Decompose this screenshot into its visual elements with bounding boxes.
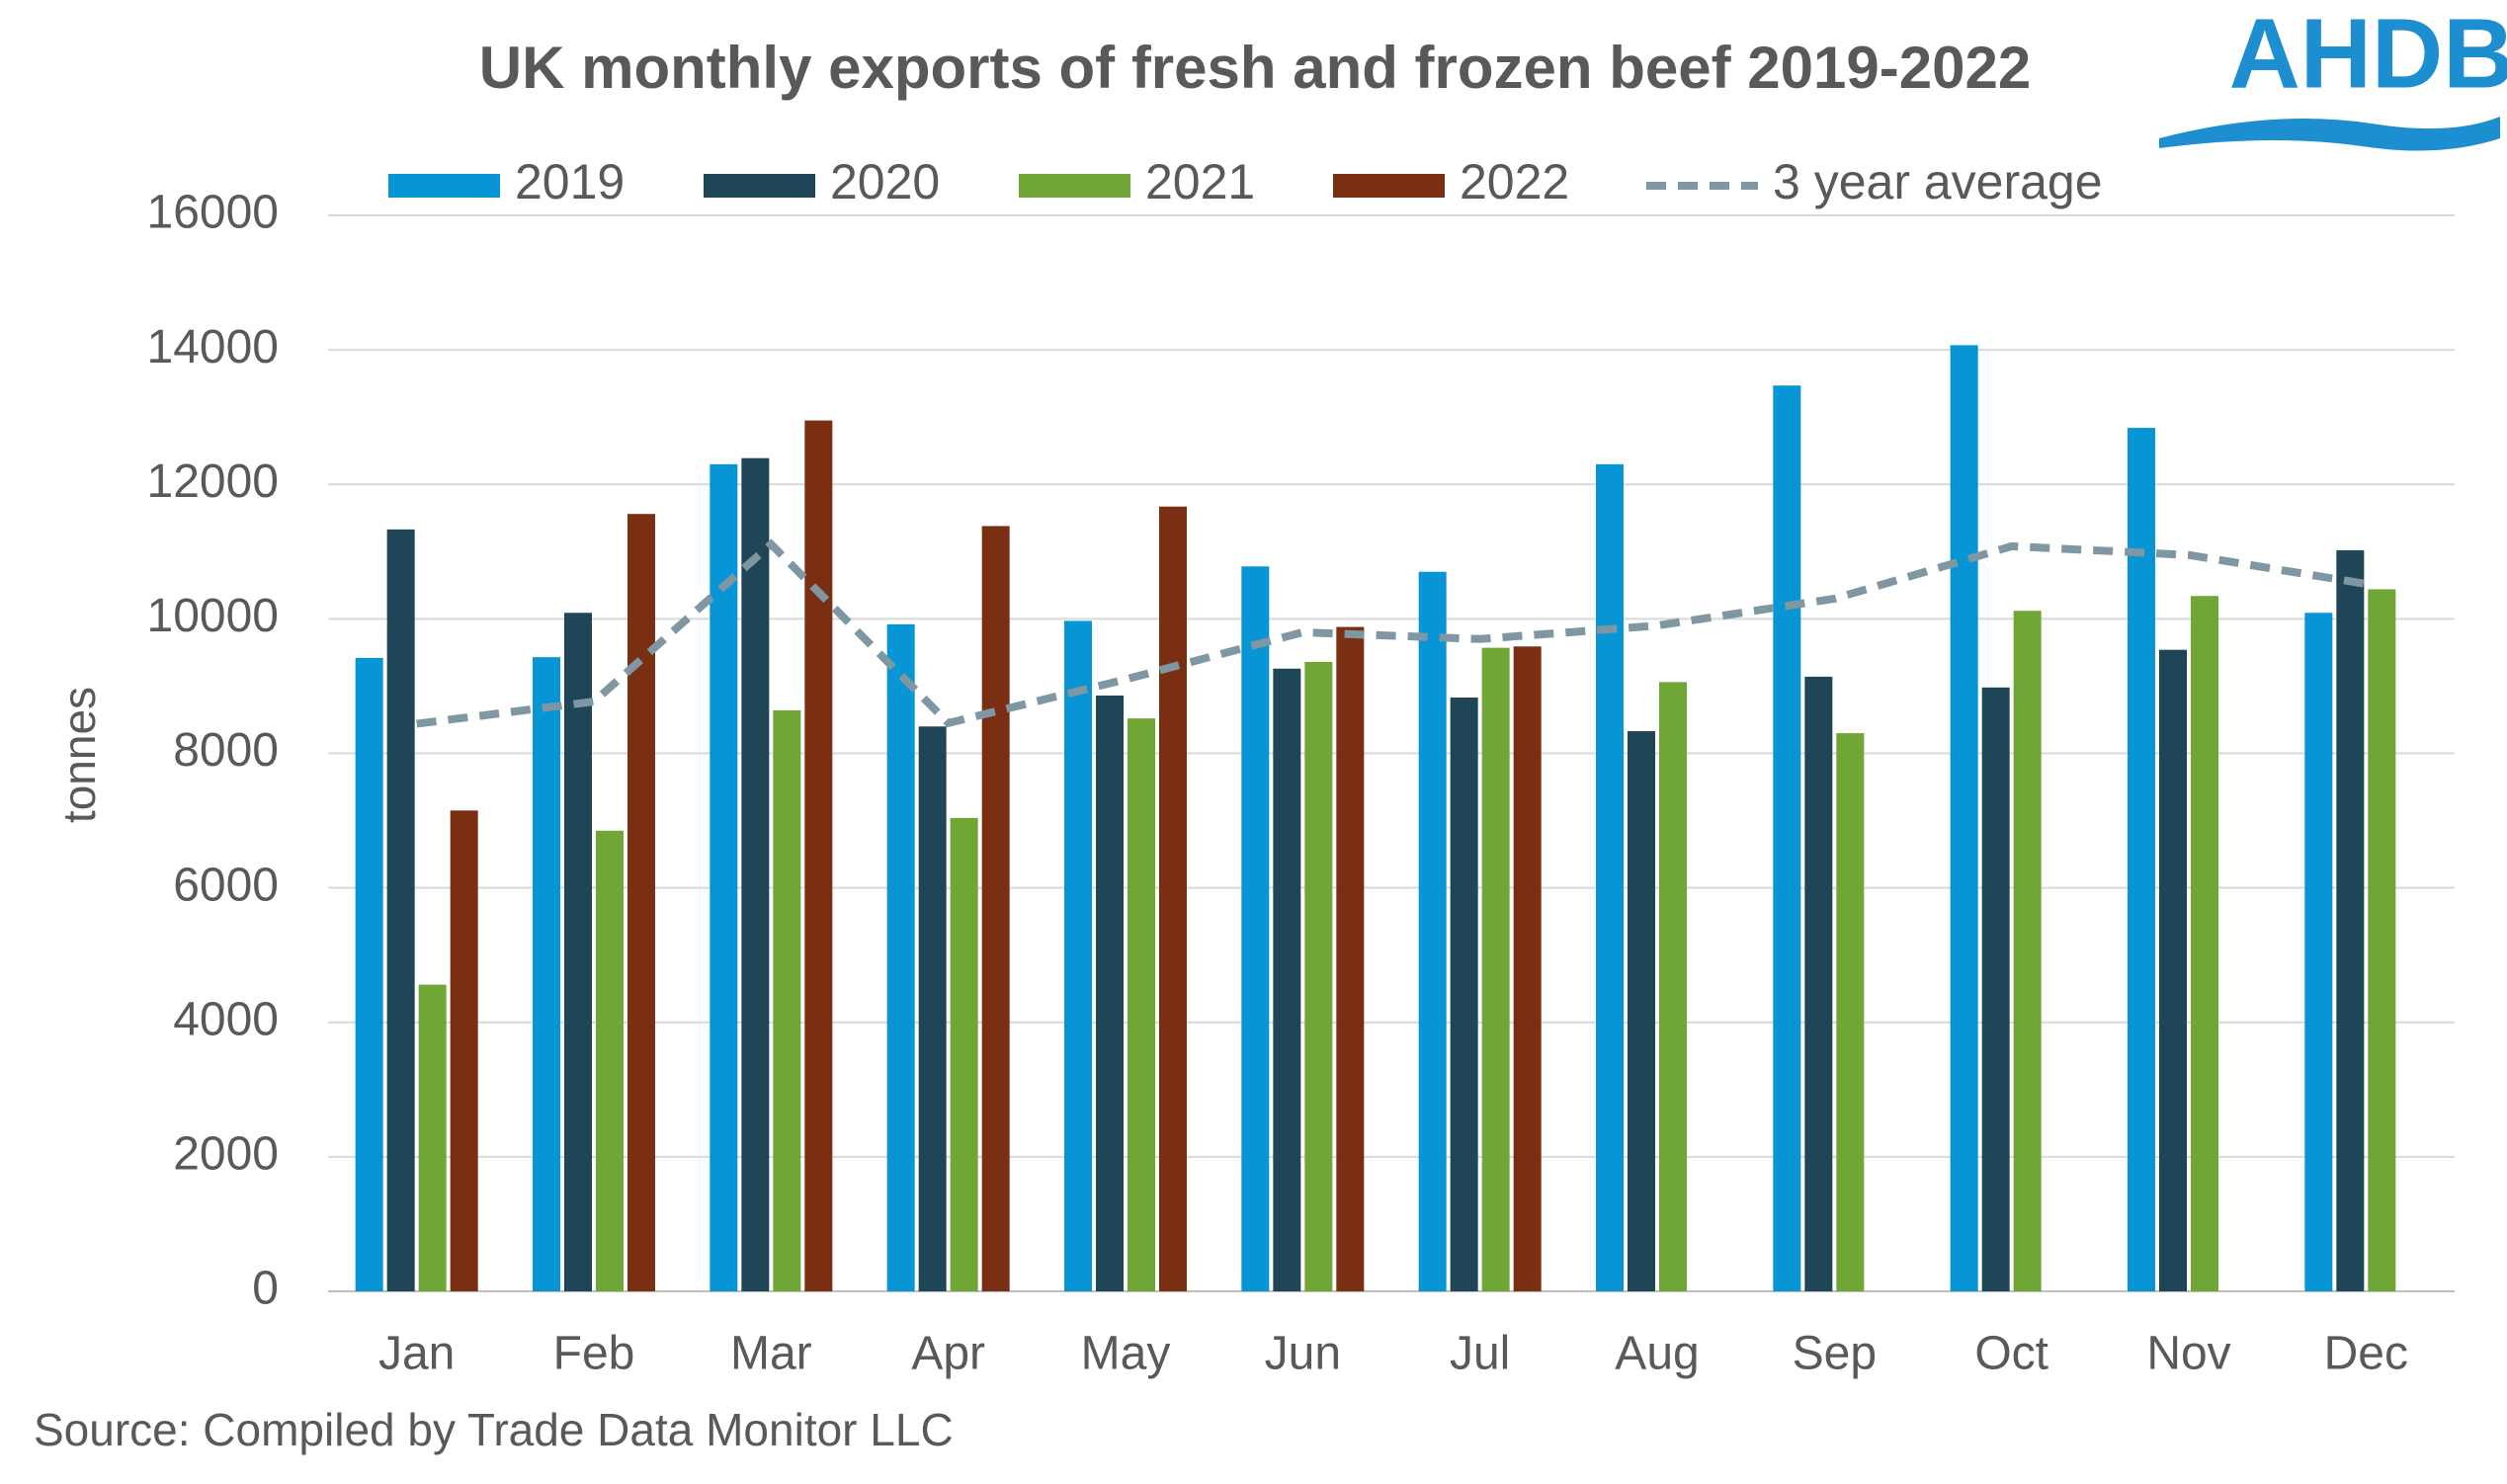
x-tick-label: Jan: [378, 1328, 455, 1380]
legend-label: 3 year average: [1773, 154, 2103, 209]
y-tick-label: 0: [252, 1263, 279, 1315]
bar: [741, 457, 770, 1291]
bar: [918, 726, 947, 1291]
bar: [981, 526, 1010, 1291]
y-tick-label: 6000: [173, 859, 279, 911]
bar: [2191, 596, 2218, 1291]
bar: [1773, 385, 1801, 1291]
y-tick-label: 12000: [147, 455, 279, 508]
x-tick-label: May: [1081, 1328, 1171, 1380]
y-tick-label: 10000: [147, 590, 279, 642]
bar: [773, 709, 801, 1291]
bar: [1596, 463, 1624, 1291]
bar: [418, 984, 447, 1291]
x-tick-label: Aug: [1615, 1328, 1699, 1380]
bar: [1241, 566, 1270, 1291]
bar: [1981, 687, 2010, 1291]
y-tick-label: 4000: [173, 993, 279, 1045]
bar: [2304, 613, 2333, 1291]
x-tick-label: Dec: [2324, 1328, 2408, 1380]
bar: [2336, 549, 2365, 1291]
bar: [1336, 626, 1365, 1291]
bar: [2159, 649, 2187, 1291]
legend-label: 2020: [830, 154, 940, 209]
bar: [1450, 698, 1478, 1291]
x-tick-label: Jul: [1450, 1328, 1510, 1380]
bar: [2013, 611, 2042, 1291]
bar: [2368, 589, 2396, 1291]
bar: [596, 830, 624, 1291]
bar: [1628, 731, 1655, 1291]
bar: [1064, 620, 1092, 1291]
bar: [1273, 668, 1301, 1291]
bar: [2128, 428, 2155, 1291]
logo: AHDB: [2159, 0, 2507, 151]
y-tick-label: 8000: [173, 724, 279, 777]
x-tick-label: Mar: [730, 1328, 812, 1380]
bar: [886, 623, 915, 1291]
bar: [710, 463, 738, 1291]
y-tick-label: 16000: [147, 187, 279, 239]
bar: [1836, 733, 1865, 1291]
bar: [1304, 661, 1333, 1291]
y-tick-label: 14000: [147, 321, 279, 373]
bar: [1950, 345, 1978, 1292]
bar: [450, 810, 478, 1291]
average-line: [416, 538, 2367, 728]
bar: [804, 420, 833, 1291]
chart-title: UK monthly exports of fresh and frozen b…: [479, 35, 2031, 101]
x-tick-label: Oct: [1974, 1328, 2048, 1380]
bar: [564, 613, 592, 1291]
bar: [1659, 682, 1687, 1291]
legend-label: 2022: [1460, 154, 1569, 209]
bar: [355, 657, 383, 1291]
legend-swatch: [388, 174, 500, 198]
bar: [627, 514, 655, 1291]
x-tick-label: Feb: [553, 1328, 635, 1380]
y-axis-label: tonnes: [53, 687, 105, 823]
bar: [1159, 506, 1187, 1291]
bar: [1513, 646, 1542, 1291]
bar: [533, 657, 560, 1291]
bar: [386, 529, 415, 1291]
x-tick-label: Nov: [2146, 1328, 2230, 1380]
x-tick-label: Apr: [911, 1328, 985, 1380]
bar: [1096, 695, 1124, 1291]
legend-swatch: [1019, 174, 1130, 198]
x-tick-label: Sep: [1793, 1328, 1877, 1380]
bar: [1804, 676, 1833, 1291]
legend-label: 2019: [515, 154, 625, 209]
legend-label: 2021: [1145, 154, 1255, 209]
logo-text: AHDB: [2229, 0, 2507, 109]
bar: [950, 817, 978, 1291]
y-tick-label: 2000: [173, 1128, 279, 1181]
bar: [1481, 647, 1510, 1291]
bar: [1128, 718, 1155, 1291]
logo-wave: [2159, 117, 2500, 151]
source-note: Source: Compiled by Trade Data Monitor L…: [34, 1404, 954, 1455]
x-tick-label: Jun: [1265, 1328, 1341, 1380]
legend-swatch: [704, 174, 815, 198]
bar: [1418, 571, 1447, 1291]
legend-swatch: [1333, 174, 1445, 198]
